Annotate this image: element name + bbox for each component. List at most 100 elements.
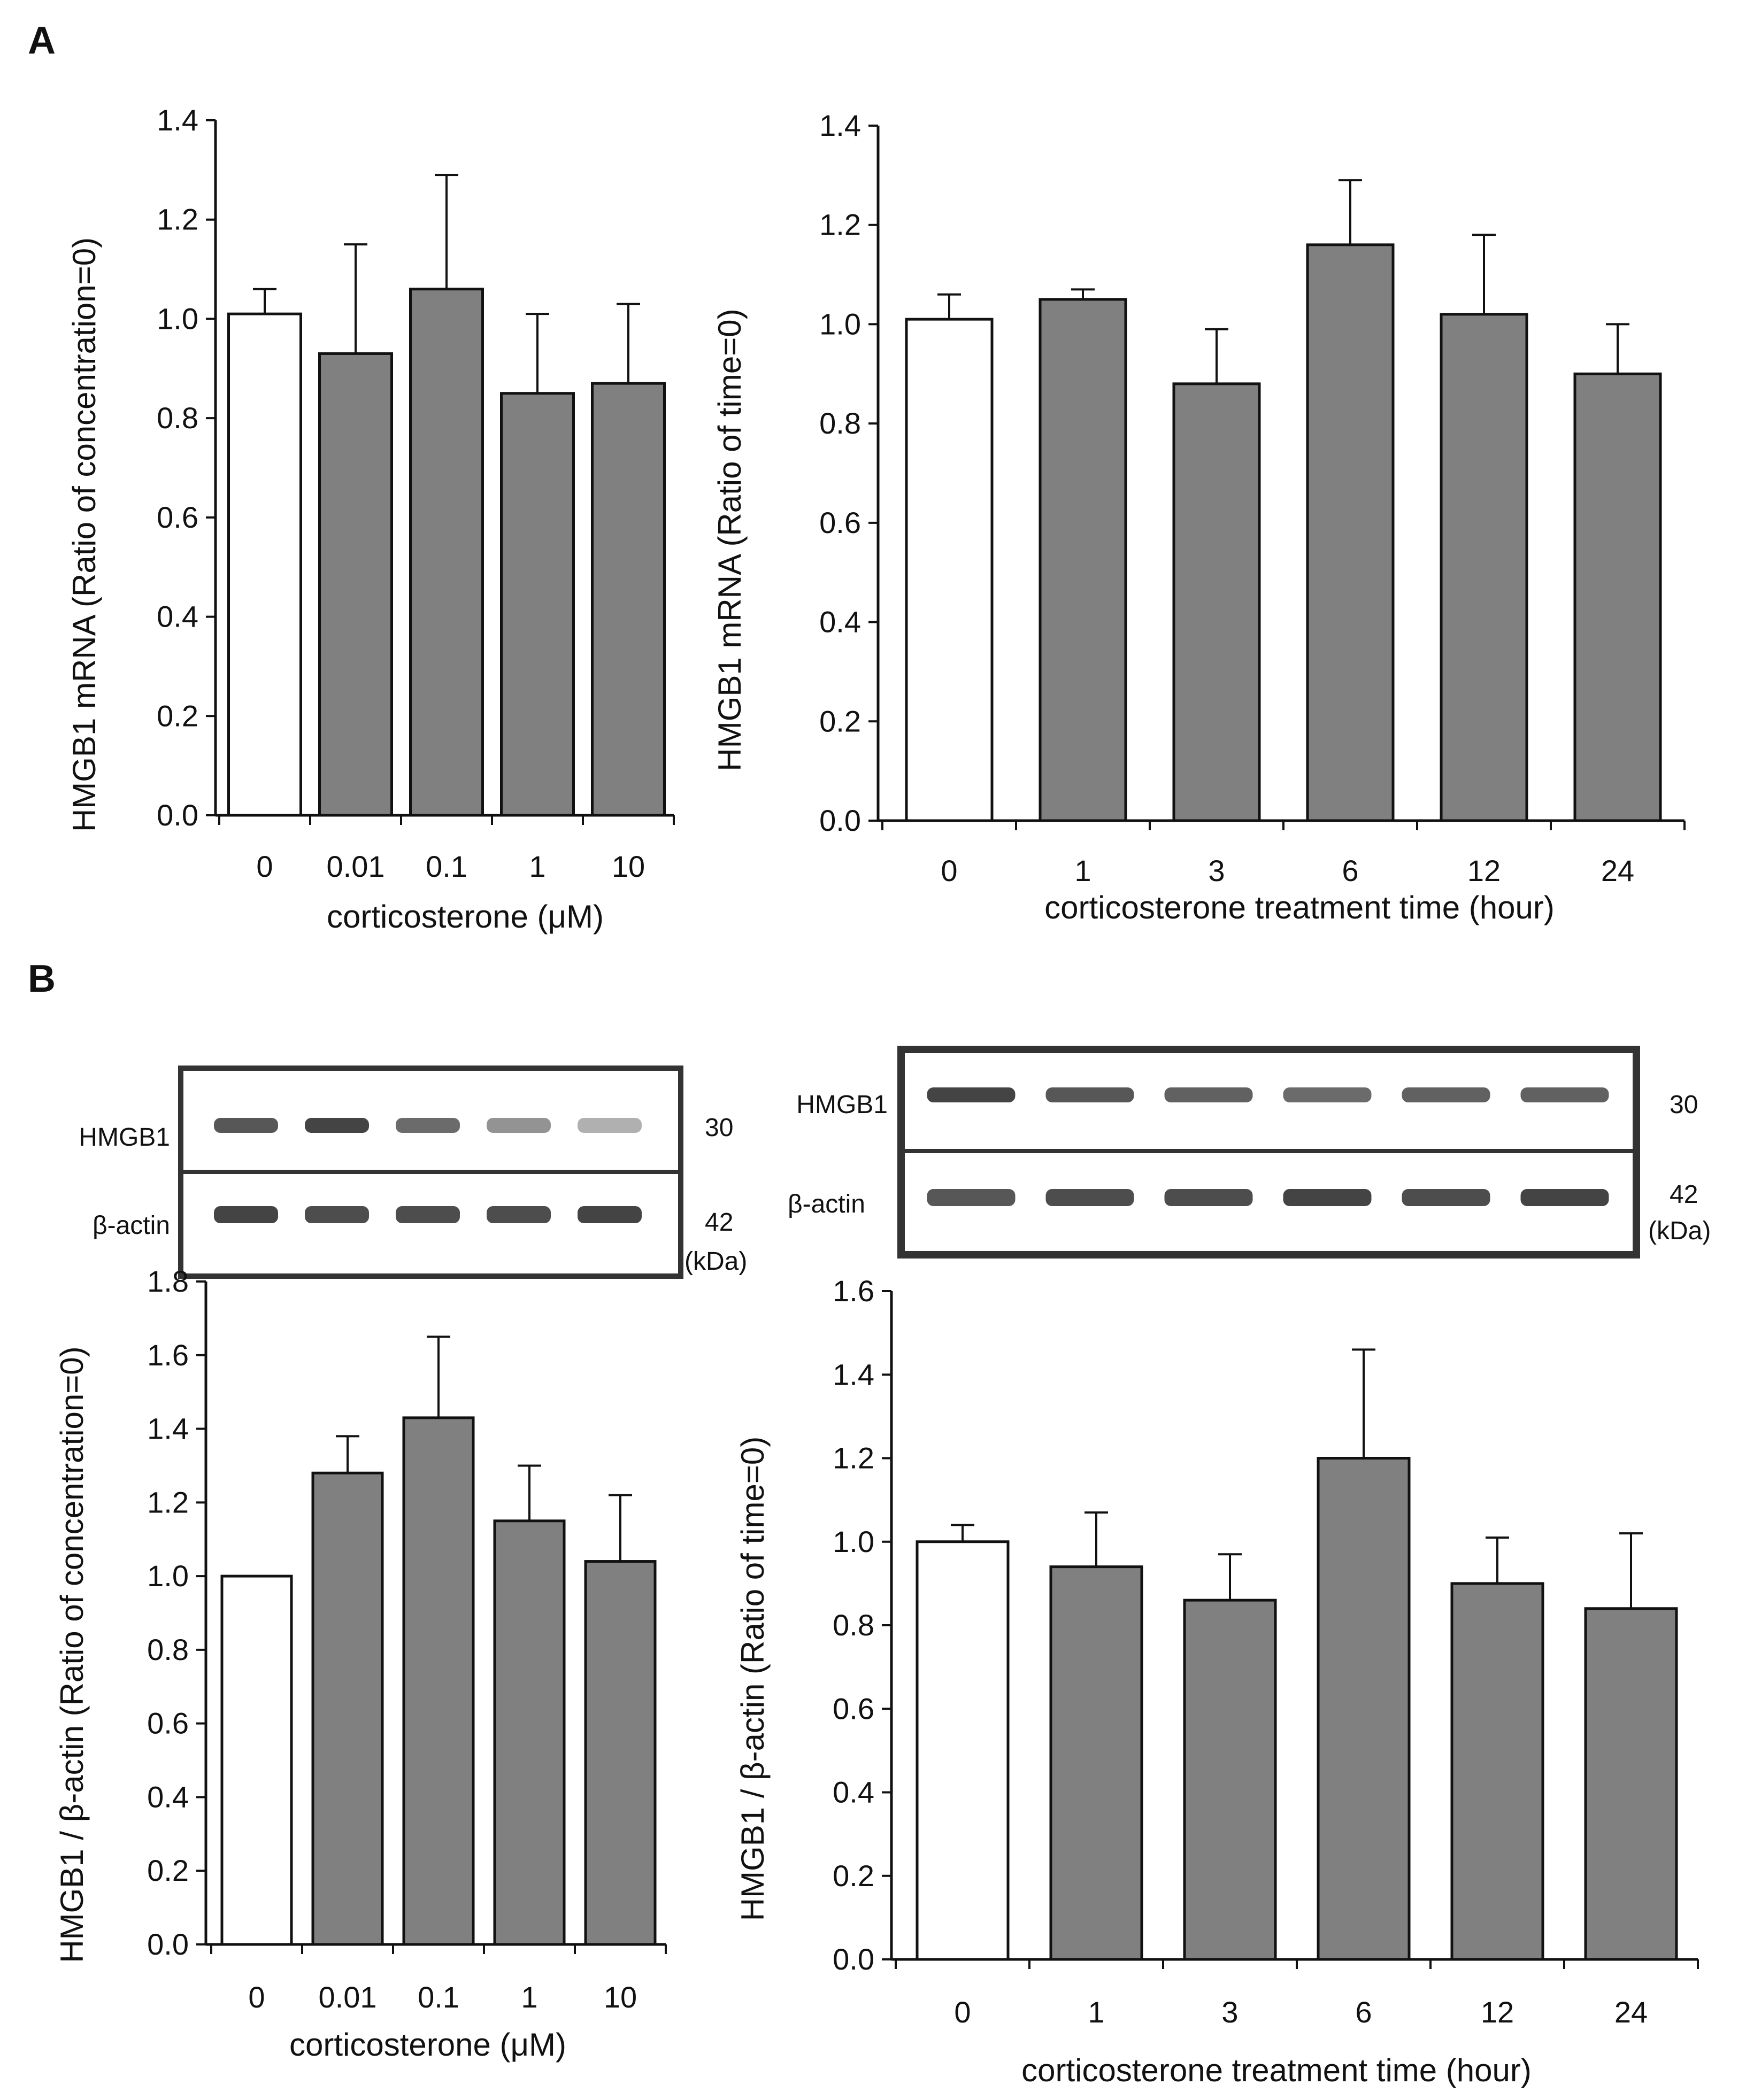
- b-left-y-tick-label: 1.0: [147, 1559, 189, 1593]
- blot-left-actin-band: [487, 1206, 551, 1223]
- b-right-y-tick-label: 0.4: [833, 1775, 874, 1809]
- blot-left-actin-band: [214, 1206, 278, 1223]
- blot-right-actin-band: [1045, 1189, 1134, 1206]
- chart-b-right: HMGB1 / β-actin (Ratio of time=0) cortic…: [735, 1274, 1699, 2088]
- b-left-y-tick-label: 1.2: [147, 1485, 189, 1519]
- b-left-x-tick-label: 0.01: [319, 1980, 377, 2014]
- a-left-y-tick-label: 0.2: [157, 699, 198, 732]
- b-left-y-tick-label: 0.8: [147, 1633, 189, 1666]
- a-right-bar-3: [1172, 382, 1261, 822]
- b-right-y-tick-label: 0.2: [833, 1859, 874, 1893]
- b-right-y-tick-label: 0.8: [833, 1608, 874, 1642]
- blot-right-actin-band: [1520, 1189, 1609, 1206]
- blot-left-hmgb1-kda: 30: [705, 1114, 733, 1142]
- a-right-bar-24: [1573, 372, 1662, 822]
- a-right-y-tick-label: 0.4: [819, 605, 861, 639]
- blot-left-hmgb1-label: HMGB1: [79, 1123, 170, 1152]
- b-left-bar-10: [584, 1560, 657, 1946]
- blot-left-actin-band: [305, 1206, 369, 1223]
- b-left-y-tick-label: 0.4: [147, 1780, 189, 1813]
- a-left-x-axis-title: corticosterone (μM): [327, 899, 604, 935]
- a-left-x-tick-label: 0.1: [426, 850, 467, 883]
- a-right-x-tick-label: 0: [941, 854, 957, 887]
- a-right-bar-1: [1039, 298, 1127, 822]
- b-left-y-axis-title: HMGB1 / β-actin (Ratio of concentration=…: [54, 1346, 90, 1963]
- a-left-bar-10: [591, 382, 666, 817]
- blot-left-hmgb1-band: [578, 1118, 642, 1133]
- a-right-bar-12: [1440, 313, 1528, 822]
- a-right-x-tick-label: 1: [1074, 854, 1091, 887]
- b-left-bar-0.1: [402, 1416, 475, 1946]
- b-left-y-tick-label: 1.8: [147, 1264, 189, 1298]
- blot-left-hmgb1-band: [214, 1118, 278, 1133]
- b-right-bar-0: [916, 1540, 1010, 1961]
- b-left-x-tick-label: 0.1: [418, 1980, 459, 2014]
- blot-right-actin-band: [1283, 1189, 1372, 1206]
- blot-left-hmgb1-band: [396, 1118, 460, 1133]
- a-left-y-tick-label: 0.8: [157, 401, 198, 435]
- b-left-y-tick-label: 0.2: [147, 1854, 189, 1887]
- b-right-y-tick-label: 0.6: [833, 1692, 874, 1725]
- a-right-y-tick-label: 0.6: [819, 506, 861, 539]
- a-right-x-tick-label: 3: [1208, 854, 1225, 887]
- blot-right: HMGB1 β-actin 30 42 (kDa): [788, 1046, 1711, 1259]
- chart-b-left: HMGB1 / β-actin (Ratio of concentration=…: [54, 1264, 667, 2063]
- blot-left-actin-label: β-actin: [93, 1211, 170, 1240]
- a-left-bar-0.01: [318, 352, 393, 817]
- b-right-bar-24: [1584, 1607, 1678, 1961]
- a-left-x-tick-label: 0.01: [327, 850, 385, 883]
- b-left-y-tick-label: 1.4: [147, 1412, 189, 1446]
- a-right-x-tick-label: 24: [1601, 854, 1634, 887]
- a-left-bar-1: [500, 392, 575, 817]
- blot-right-actin-kda: 42: [1670, 1180, 1698, 1209]
- panel-label-a: A: [28, 19, 56, 62]
- b-right-x-tick-label: 6: [1355, 1995, 1372, 2029]
- a-right-y-tick-label: 1.2: [819, 208, 861, 242]
- b-right-y-tick-label: 1.2: [833, 1441, 874, 1475]
- b-right-y-tick-label: 0.0: [833, 1942, 874, 1976]
- b-right-y-tick-label: 1.0: [833, 1525, 874, 1558]
- a-left-y-axis-title: HMGB1 mRNA (Ratio of concentration=0): [66, 237, 102, 832]
- a-right-y-axis-title: HMGB1 mRNA (Ratio of time=0): [712, 308, 748, 771]
- b-left-x-axis-title: corticosterone (μM): [289, 2027, 566, 2063]
- blot-left-hmgb1-band: [487, 1118, 551, 1133]
- a-left-y-tick-label: 0.6: [157, 500, 198, 534]
- a-left-x-tick-label: 10: [612, 850, 645, 883]
- blot-left: HMGB1 β-actin 30 42 (kDa): [79, 1066, 747, 1279]
- b-right-bar-12: [1450, 1582, 1544, 1961]
- blot-right-actin-band: [1164, 1189, 1253, 1206]
- blot-left-actin-kda: 42: [705, 1208, 733, 1237]
- a-right-y-tick-label: 0.2: [819, 704, 861, 738]
- blot-left-actin-band: [396, 1206, 460, 1223]
- b-right-x-tick-label: 24: [1614, 1995, 1648, 2029]
- blot-right-kda-unit: (kDa): [1648, 1217, 1711, 1245]
- a-left-x-tick-label: 1: [529, 850, 545, 883]
- panel-label-b: B: [28, 958, 56, 1000]
- blot-right-actin-band: [1402, 1189, 1490, 1206]
- blot-right-hmgb1-band: [1402, 1087, 1490, 1102]
- b-right-bar-3: [1183, 1599, 1277, 1961]
- b-left-x-tick-label: 1: [521, 1980, 537, 2014]
- blot-left-hmgb1-band: [305, 1118, 369, 1133]
- a-right-y-tick-label: 1.0: [819, 307, 861, 341]
- b-right-x-tick-label: 3: [1221, 1995, 1238, 2029]
- a-left-y-tick-label: 0.0: [157, 798, 198, 832]
- b-right-x-tick-label: 0: [954, 1995, 971, 2029]
- blot-left-kda-unit: (kDa): [684, 1247, 747, 1276]
- blot-left-actin-band: [578, 1206, 642, 1223]
- a-left-y-tick-label: 1.4: [157, 103, 198, 137]
- b-right-y-tick-label: 1.6: [833, 1274, 874, 1308]
- b-right-bar-6: [1317, 1457, 1411, 1961]
- b-left-y-tick-label: 0.0: [147, 1927, 189, 1961]
- b-left-x-tick-label: 0: [248, 1980, 265, 2014]
- blot-right-actin-band: [927, 1189, 1016, 1206]
- a-left-y-tick-label: 0.4: [157, 600, 198, 634]
- b-left-x-tick-label: 10: [604, 1980, 637, 2014]
- a-right-x-tick-label: 12: [1467, 854, 1501, 887]
- blot-right-hmgb1-band: [1045, 1087, 1134, 1102]
- a-right-x-axis-title: corticosterone treatment time (hour): [1044, 890, 1555, 925]
- a-right-bar-0: [905, 318, 994, 822]
- blot-right-hmgb1-label: HMGB1: [796, 1091, 888, 1119]
- b-right-bar-1: [1049, 1565, 1143, 1961]
- b-left-bar-1: [493, 1519, 566, 1946]
